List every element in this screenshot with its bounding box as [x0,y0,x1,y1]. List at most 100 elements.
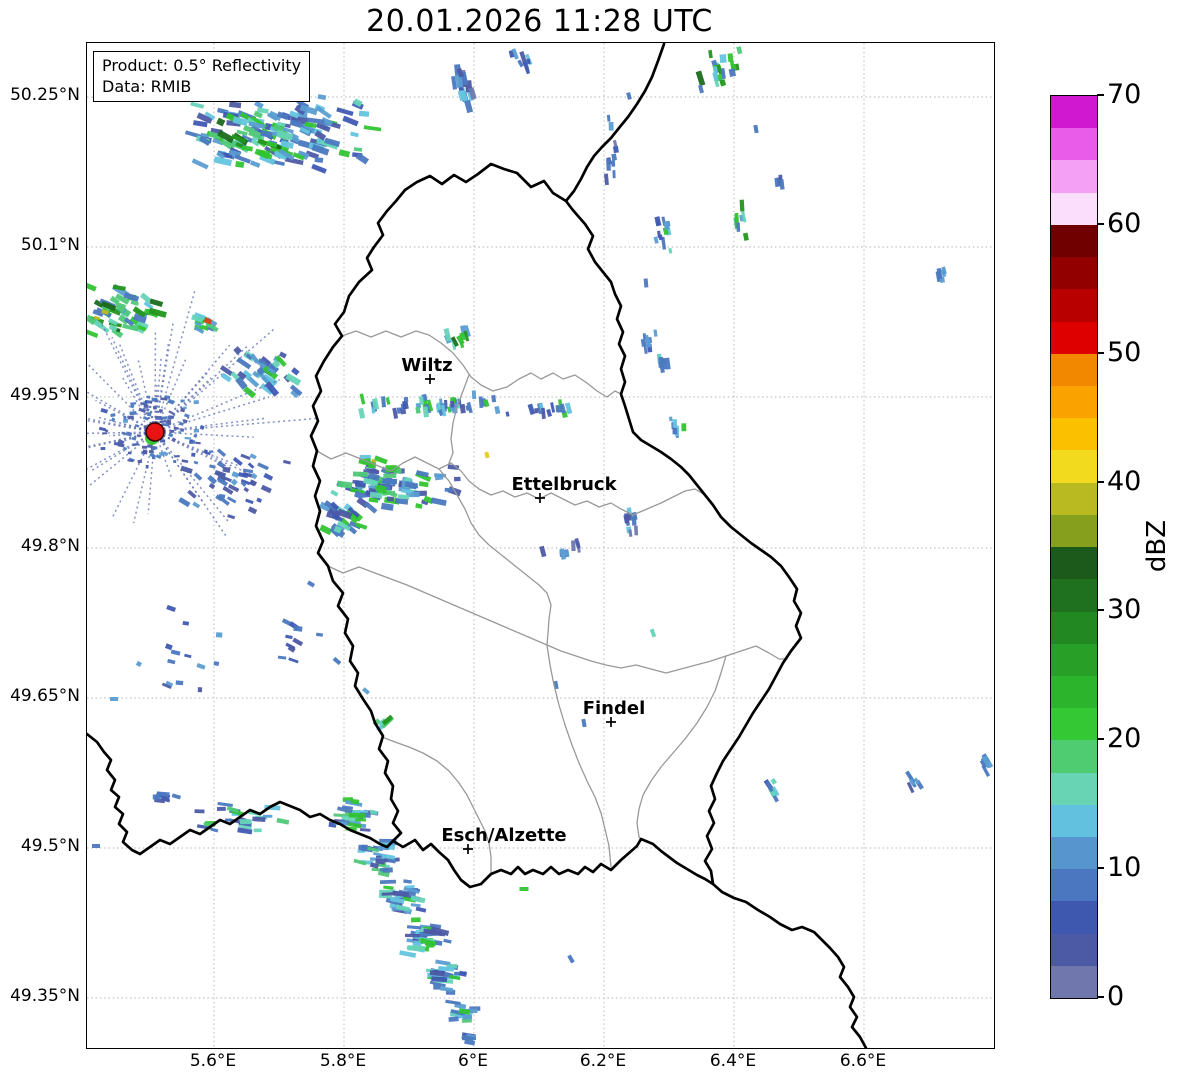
radar-echo [640,338,647,347]
clutter-spoke [109,432,147,437]
radar-echo [913,777,920,785]
radar-echo [449,400,455,408]
radar-echo [411,917,421,923]
radar-echo [112,284,126,291]
radar-echo [98,426,107,432]
radar-echo [217,801,233,808]
radar-echo [252,816,266,823]
radar-echo [260,356,271,367]
city-marker [463,844,473,854]
radar-echo [941,266,947,275]
radar-echo [292,152,305,161]
radar-echo [145,407,150,412]
radar-echo [253,828,262,833]
colorbar-segment [1051,450,1097,483]
radar-echo [765,781,774,793]
radar-echo [368,497,379,503]
radar-echo [123,415,127,420]
radar-echo [215,632,223,638]
radar-echo [511,48,519,60]
radar-echo [251,138,261,147]
radar-echo [564,402,573,415]
radar-echo [534,408,539,414]
radar-echo [190,101,205,109]
radar-echo [305,150,320,160]
canton-border [316,450,706,516]
radar-echo [108,324,118,333]
radar-echo [316,632,324,637]
radar-echo [355,818,367,822]
colorbar-tick-label: 0 [1107,981,1125,1012]
radar-echo [338,149,351,158]
radar-echo [217,129,235,144]
radar-echo [268,110,282,121]
clutter-spoke [163,431,254,438]
radar-echo [539,545,547,558]
clutter-spoke [87,433,147,449]
radar-echo [92,844,100,848]
radar-echo [92,309,104,317]
radar-echo [774,177,780,188]
clutter-spoke [132,440,154,524]
lon-tick-label: 6.6°E [839,1051,887,1071]
radar-echo [611,153,617,161]
radar-echo [392,407,399,419]
radar-echo [304,121,317,128]
radar-echo [631,516,637,526]
radar-echo [250,472,258,480]
product-info-box: Product: 0.5° Reflectivity Data: RMIB [93,51,311,103]
radar-echo [363,477,377,487]
colorbar-segment [1051,579,1097,612]
radar-echo [184,413,190,418]
radar-echo [302,125,316,134]
radar-echo [263,472,274,481]
colorbar-segment [1051,482,1097,515]
radar-echo [132,306,147,319]
colorbar-tick [1097,480,1104,483]
radar-echo [540,407,546,420]
radar-echo [418,481,429,488]
radar-echo [194,809,205,814]
radar-echo [464,1039,476,1046]
radar-echo [230,478,238,486]
radar-echo [184,653,192,659]
city-marker [606,717,616,727]
radar-echo [299,104,318,116]
canton-border [341,330,622,398]
radar-echo [289,119,301,126]
radar-echo [133,313,147,324]
clutter-spoke [87,391,148,429]
radar-echo [319,524,333,536]
radar-echo [336,508,353,520]
radar-echo [285,634,293,640]
figure-title: 20.01.2026 11:28 UTC [366,4,713,39]
colorbar-segment [1051,901,1097,934]
radar-echo [720,67,726,80]
colorbar-tick [1097,222,1104,225]
radar-echo [234,154,251,164]
colorbar-tick-label: 10 [1107,852,1142,884]
radar-echo [340,517,350,527]
radar-echo [253,110,263,119]
lon-tick-label: 5.6°E [189,1051,237,1071]
radar-echo [546,408,553,417]
radar-echo [519,51,528,65]
radar-echo [134,423,140,428]
radar-echo [401,488,412,494]
radar-echo [238,472,249,479]
radar-echo [182,620,190,626]
radar-echo [355,522,368,530]
radar-echo [272,123,284,134]
clutter-spoke [155,395,160,424]
clutter-spoke [162,434,253,476]
radar-echo [353,490,365,500]
radar-echo [353,98,363,108]
radar-echo [226,806,239,814]
radar-echo [415,503,423,509]
radar-echo [160,397,168,401]
colorbar-segment [1051,965,1097,999]
radar-echo [440,404,447,417]
radar-echo [427,399,434,412]
clutter-spoke [137,358,154,424]
radar-echo [410,903,421,908]
